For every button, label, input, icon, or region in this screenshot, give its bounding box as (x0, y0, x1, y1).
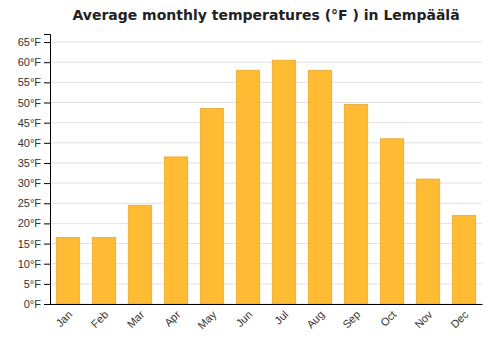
chart: 0°F 5°F 10°F 15°F 20°F 25°F 30°F 35°F 40°F 45°F 50… (0, 0, 500, 350)
tick-label: 60°F (18, 56, 42, 68)
tick-mark (44, 223, 50, 224)
tick: Sep (340, 308, 362, 330)
tick-label: 10°F (18, 258, 42, 270)
plot: 0°F 5°F 10°F 15°F 20°F 25°F 30°F 35°F 40°F 45°F 50… (18, 35, 483, 332)
tick-label: 25°F (18, 197, 42, 209)
tick-label: 0°F (24, 298, 42, 310)
tick-label: 65°F (18, 36, 42, 48)
bar (344, 105, 367, 304)
tick-label: Jun (233, 308, 254, 329)
bar (416, 179, 439, 304)
tick-mark (44, 103, 50, 104)
tick-label: 15°F (18, 238, 42, 250)
tick: 55°F (18, 76, 50, 88)
tick-mark (44, 62, 50, 63)
axis-line (44, 35, 51, 305)
tick-mark (44, 264, 50, 265)
y-axis: 0°F 5°F 10°F 15°F 20°F 25°F 30°F 35°F 40°F 45°F 50… (18, 35, 51, 311)
tick: 0°F (24, 298, 50, 310)
tick-mark (44, 123, 50, 124)
tick: Dec (448, 308, 471, 331)
tick-label: Jan (53, 308, 74, 329)
grid-line (50, 102, 482, 103)
tick: 5°F (24, 278, 50, 290)
bar (200, 109, 223, 304)
bar (128, 205, 151, 304)
tick: 50°F (18, 97, 50, 109)
tick-label: Apr (162, 308, 183, 329)
tick: Apr (162, 308, 183, 329)
tick: 60°F (18, 56, 50, 68)
bar (56, 238, 79, 304)
tick: Aug (304, 308, 326, 330)
tick-mark (44, 42, 50, 43)
tick-mark (44, 203, 50, 204)
tick-mark (44, 183, 50, 184)
grid (50, 42, 482, 304)
tick-label: Dec (448, 308, 471, 331)
tick-label: Sep (340, 308, 362, 330)
tick-label: Oct (378, 308, 399, 329)
tick: Jan (53, 308, 74, 329)
tick: Feb (89, 308, 111, 330)
tick-label: 35°F (18, 157, 42, 169)
tick-mark (44, 163, 50, 164)
grid-line (50, 142, 482, 143)
tick-label: Nov (412, 308, 435, 331)
tick: Jul (272, 308, 290, 326)
title: Average monthly temperatures (°F ) in Le… (72, 7, 459, 23)
tick-mark (44, 284, 50, 285)
tick: May (195, 308, 219, 332)
tick: Mar (125, 308, 147, 330)
tick-label: 40°F (18, 137, 42, 149)
bar (92, 238, 115, 304)
tick-mark (44, 304, 50, 305)
tick-label: 50°F (18, 97, 42, 109)
tick: 35°F (18, 157, 50, 169)
tick: 30°F (18, 177, 50, 189)
tick: 65°F (18, 36, 50, 48)
tick: 45°F (18, 117, 50, 129)
tick: 15°F (18, 238, 50, 250)
tick: Jun (233, 308, 254, 329)
x-axis: Jan Feb Mar Apr May Jun Jul Aug Sep Oct Nov Dec (51, 305, 483, 332)
tick-label: Jul (272, 308, 290, 326)
tick: 10°F (18, 258, 50, 270)
bar (272, 60, 295, 304)
tick: Nov (412, 308, 435, 331)
tick-label: 45°F (18, 117, 42, 129)
bar (164, 157, 187, 304)
tick: 25°F (18, 197, 50, 209)
tick-label: 55°F (18, 76, 42, 88)
tick-label: Feb (89, 308, 111, 330)
grid-line (50, 42, 482, 43)
grid-line (50, 82, 482, 83)
bar (308, 70, 331, 304)
bar (236, 70, 259, 304)
tick: Oct (378, 308, 399, 329)
tick-mark (44, 244, 50, 245)
tick-label: Aug (304, 308, 326, 330)
tick-mark (44, 143, 50, 144)
grid-line (50, 162, 482, 163)
tick-label: May (195, 308, 219, 332)
bar (452, 215, 475, 304)
tick: 40°F (18, 137, 50, 149)
tick: 20°F (18, 217, 50, 229)
axis-line (51, 304, 483, 305)
bar (380, 139, 403, 304)
tick-mark (44, 82, 50, 83)
bars (56, 60, 475, 304)
tick-label: 5°F (24, 278, 42, 290)
grid-line (50, 122, 482, 123)
grid-line (50, 62, 482, 63)
tick-label: 30°F (18, 177, 42, 189)
tick-label: Mar (125, 308, 147, 330)
tick-label: 20°F (18, 217, 42, 229)
